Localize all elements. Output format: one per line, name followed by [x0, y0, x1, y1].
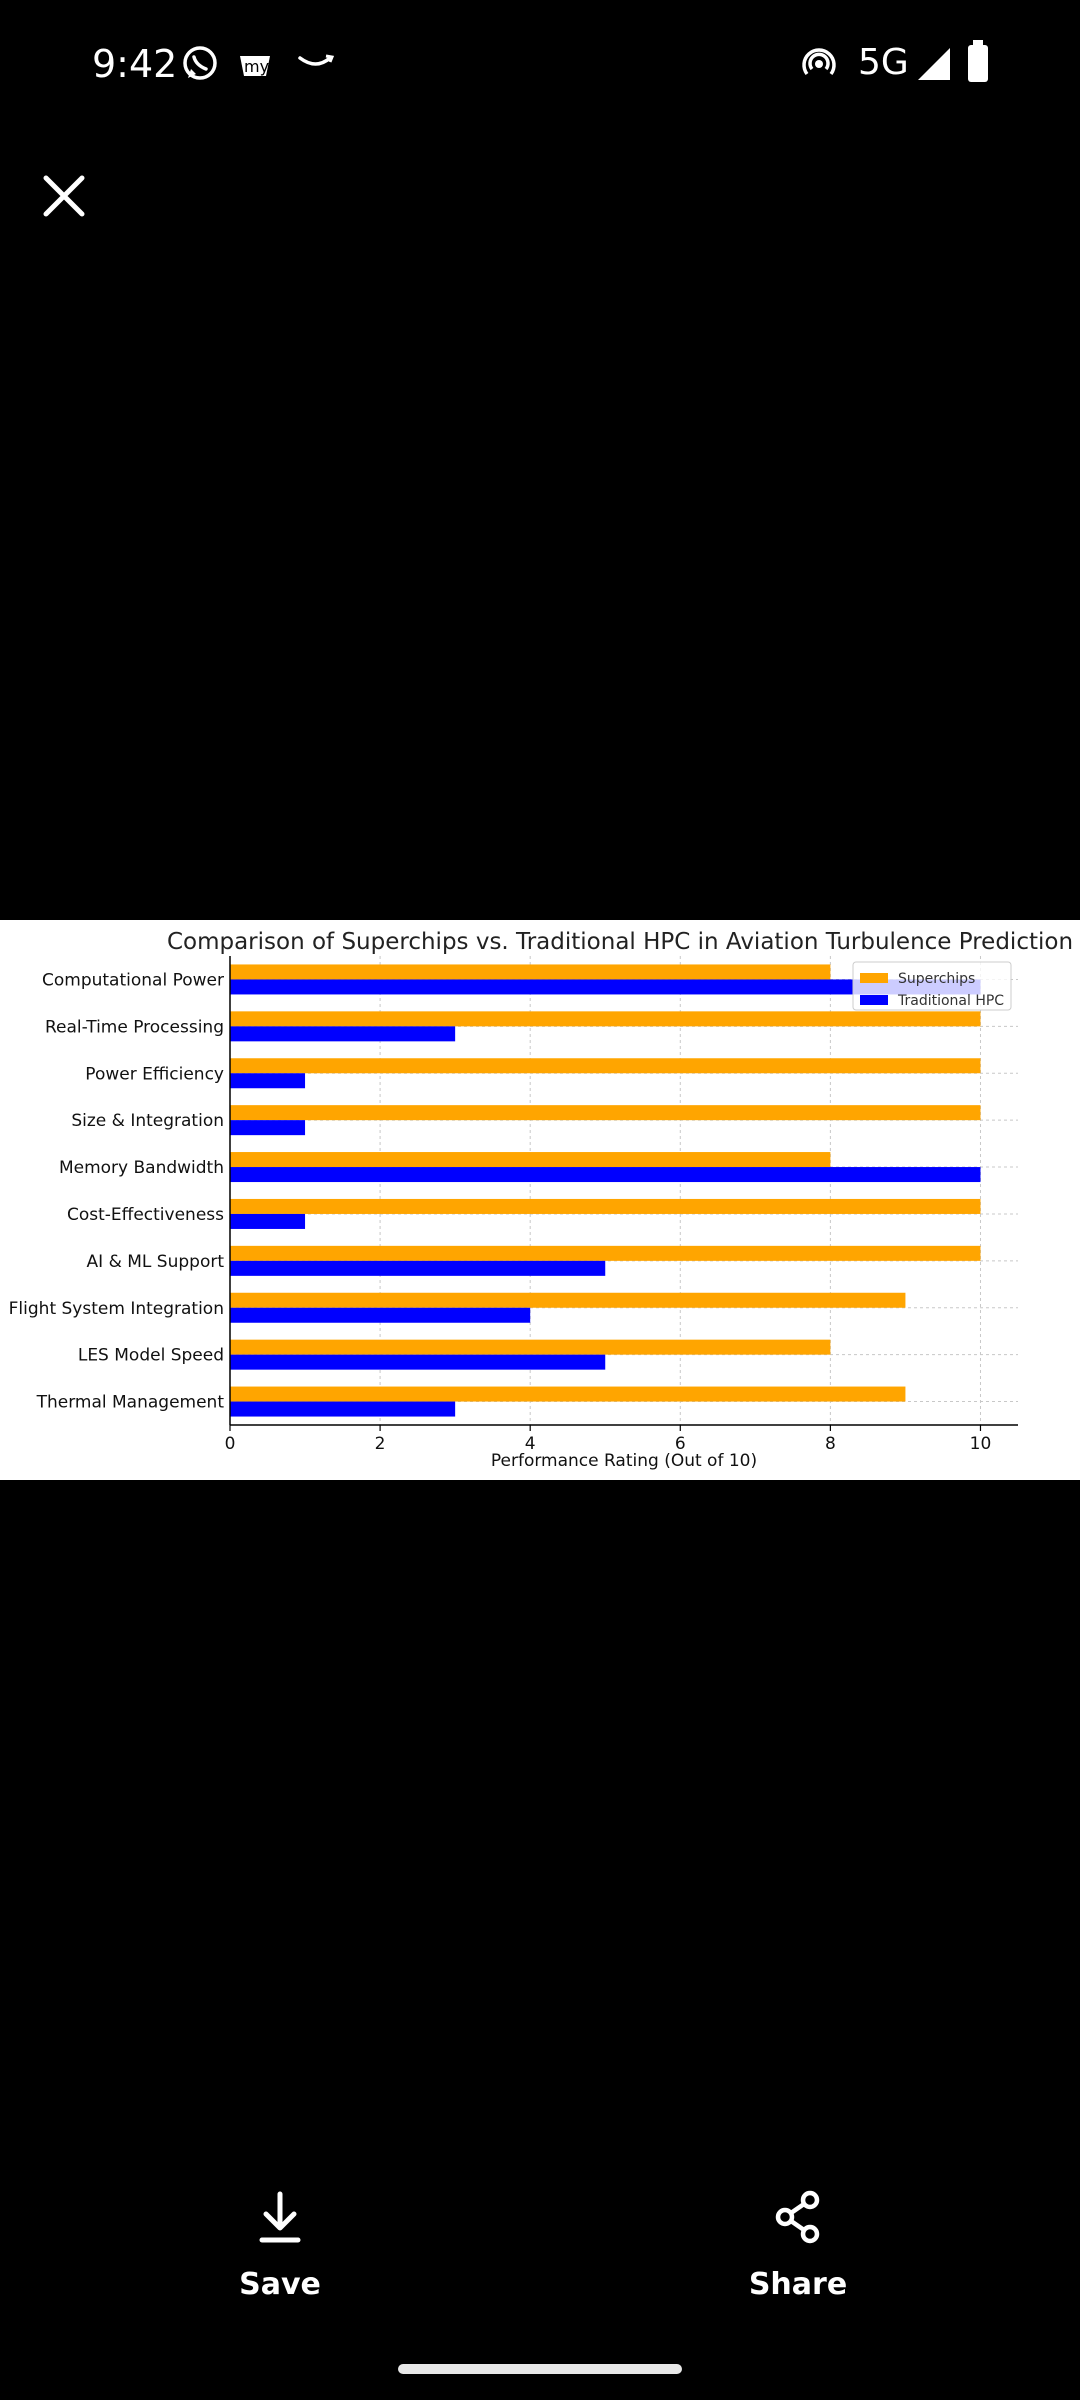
bar-traditional-hpc: [230, 1401, 456, 1417]
bar-superchips: [230, 964, 831, 980]
y-tick-label: Size & Integration: [71, 1111, 224, 1131]
bar-superchips: [230, 1058, 981, 1074]
bar-traditional-hpc: [230, 979, 981, 995]
save-label: Save: [239, 2267, 321, 2302]
bar-traditional-hpc: [230, 1307, 531, 1323]
y-tick-label: Cost-Effectiveness: [67, 1205, 224, 1225]
close-icon: [43, 175, 85, 217]
x-tick-label: 2: [375, 1434, 386, 1454]
y-tick-label: AI & ML Support: [87, 1252, 225, 1272]
bar-chart: Comparison of Superchips vs. Traditional…: [9, 929, 1073, 1471]
legend-swatch: [860, 973, 888, 983]
svg-text:my: my: [244, 57, 269, 76]
x-tick-label: 4: [525, 1434, 536, 1454]
x-tick-label: 8: [825, 1434, 836, 1454]
share-icon: [775, 2190, 820, 2244]
share-label: Share: [748, 2267, 848, 2302]
bar-superchips: [230, 1011, 981, 1027]
legend-swatch: [860, 995, 888, 1005]
bar-superchips: [230, 1152, 831, 1168]
bar-traditional-hpc: [230, 1120, 306, 1136]
bar-superchips: [230, 1105, 981, 1121]
y-tick-label: Real-Time Processing: [45, 1017, 224, 1037]
status-bar: 9:42 my 5G: [0, 0, 1080, 130]
x-tick-label: 0: [225, 1434, 236, 1454]
y-tick-label: Thermal Management: [36, 1393, 225, 1413]
bar-traditional-hpc: [230, 1167, 981, 1183]
save-button[interactable]: Save: [180, 2190, 380, 2302]
bar-superchips: [230, 1245, 981, 1261]
x-tick-label: 6: [675, 1434, 686, 1454]
chart-image: Comparison of Superchips vs. Traditional…: [0, 920, 1080, 1480]
bar-traditional-hpc: [230, 1026, 456, 1042]
download-icon: [259, 2191, 301, 2243]
chart-legend: Superchips Traditional HPC: [852, 961, 1012, 1011]
signal-icon: [916, 44, 952, 87]
amazon-icon: [296, 52, 336, 81]
y-tick-label: Flight System Integration: [9, 1299, 224, 1319]
bar-traditional-hpc: [230, 1213, 306, 1229]
legend-label: Traditional HPC: [897, 993, 1004, 1009]
x-tick-label: 10: [970, 1434, 992, 1454]
myntra-icon: my: [236, 44, 276, 89]
share-button[interactable]: Share: [698, 2190, 898, 2302]
whatsapp-icon: [180, 44, 220, 89]
bar-superchips: [230, 1339, 831, 1355]
home-indicator[interactable]: [398, 2364, 682, 2374]
close-button[interactable]: [38, 170, 90, 222]
bar-superchips: [230, 1198, 981, 1214]
bar-traditional-hpc: [230, 1354, 606, 1370]
y-tick-label: Memory Bandwidth: [59, 1158, 224, 1178]
chart-title: Comparison of Superchips vs. Traditional…: [167, 929, 1073, 955]
battery-icon: [966, 40, 990, 89]
legend-box: [852, 961, 1012, 1011]
y-tick-label: Computational Power: [42, 970, 224, 990]
network-type: 5G: [858, 42, 909, 83]
y-tick-label: Power Efficiency: [85, 1064, 224, 1084]
status-time: 9:42: [92, 42, 178, 86]
hotspot-icon: [800, 44, 838, 89]
legend-label: Superchips: [898, 971, 975, 987]
bar-traditional-hpc: [230, 1260, 606, 1276]
bar-superchips: [230, 1292, 906, 1308]
bar-superchips: [230, 1386, 906, 1402]
x-axis-label: Performance Rating (Out of 10): [491, 1451, 757, 1471]
y-tick-label: LES Model Speed: [78, 1346, 224, 1366]
bar-traditional-hpc: [230, 1073, 306, 1089]
